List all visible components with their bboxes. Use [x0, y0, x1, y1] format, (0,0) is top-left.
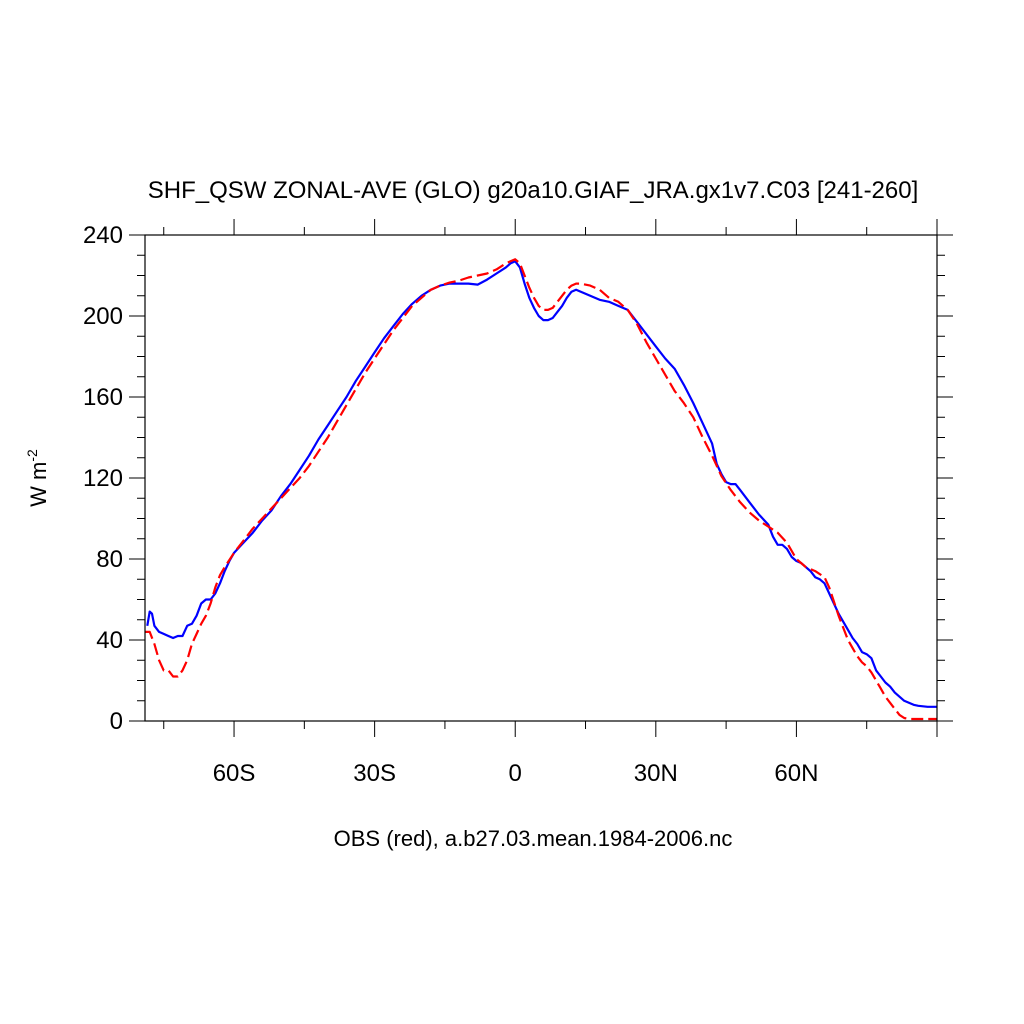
y-tick-label: 200 — [83, 303, 123, 330]
y-tick-label-layer: 0 40 80 120 160 200 240 — [83, 222, 123, 735]
series-line-0 — [146, 260, 937, 708]
x-axis-label: OBS (red), a.b27.03.mean.1984-2006.nc — [334, 826, 733, 851]
x-tick-label: 60N — [774, 760, 818, 787]
y-axis-label-base: W m — [26, 462, 51, 507]
x-tick-label: 60S — [213, 760, 256, 787]
tick-layer — [129, 219, 953, 737]
y-tick-label: 80 — [96, 546, 123, 573]
x-tick-label-layer: 60S 30S 0 30N 60N — [213, 760, 819, 787]
y-tick-label: 0 — [110, 708, 123, 735]
y-tick-label: 240 — [83, 222, 123, 249]
y-tick-label: 120 — [83, 465, 123, 492]
y-axis-label: W m-2 — [24, 449, 51, 507]
y-tick-label: 40 — [96, 627, 123, 654]
series-layer — [145, 258, 937, 721]
x-tick-label: 0 — [509, 760, 522, 787]
x-tick-label: 30N — [634, 760, 678, 787]
x-tick-label: 30S — [353, 760, 396, 787]
y-axis-label-exponent: -2 — [24, 449, 40, 462]
series-line-1 — [145, 258, 937, 721]
y-tick-label: 160 — [83, 384, 123, 411]
chart-title: SHF_QSW ZONAL-AVE (GLO) g20a10.GIAF_JRA.… — [148, 177, 919, 204]
plot-frame — [144, 234, 938, 722]
